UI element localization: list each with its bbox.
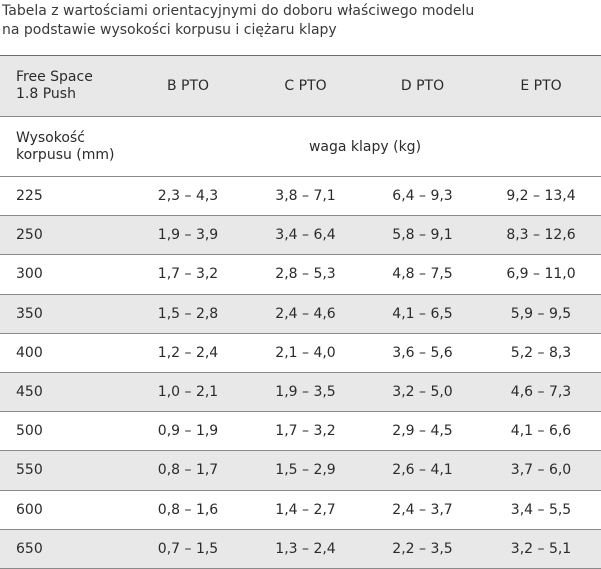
column-header-d-pto: D PTO [364,55,481,117]
subheader-row: Wysokość korpusu (mm) waga klapy (kg) [0,116,601,177]
height-label-line-2: korpusu (mm) [16,146,115,163]
row-height-cell: 500 [0,411,129,451]
weight-range-cell: 0,9 – 1,9 [129,411,247,451]
weight-range-cell: 8,3 – 12,6 [481,215,601,255]
row-height-cell: 225 [0,175,129,216]
weight-range-cell: 4,6 – 7,3 [481,371,601,412]
column-header-c-pto: C PTO [247,55,364,117]
weight-range-cell: 4,1 – 6,6 [481,411,601,451]
weight-range-cell: 2,6 – 4,1 [364,450,481,490]
weight-range-cell: 6,4 – 9,3 [364,175,481,216]
table-row: 350 1,5 – 2,8 2,4 – 4,6 4,1 – 6,5 5,9 – 9,5 [0,293,601,334]
weight-range-cell: 9,2 – 13,4 [481,175,601,216]
table-row: 550 0,8 – 1,7 1,5 – 2,9 2,6 – 4,1 3,7 – 6,0 [0,450,601,490]
weight-range-cell: 1,7 – 3,2 [247,411,364,451]
weight-range-cell: 3,6 – 5,6 [364,332,481,373]
weight-range-cell: 5,9 – 9,5 [481,293,601,334]
table-caption: Tabela z wartościami orientacyjnymi do d… [2,2,592,40]
weight-range-cell: 5,2 – 8,3 [481,332,601,373]
row-height-cell: 450 [0,371,129,412]
weight-range-cell: 2,4 – 4,6 [247,293,364,334]
row-height-cell: 350 [0,293,129,334]
weight-range-cell: 1,3 – 2,4 [247,528,364,569]
row-height-cell: 400 [0,332,129,373]
row-height-cell: 300 [0,254,129,295]
weight-range-cell: 3,4 – 5,5 [481,489,601,530]
row-height-cell: 650 [0,528,129,569]
weight-range-cell: 1,5 – 2,8 [129,293,247,334]
weight-range-cell: 1,9 – 3,9 [129,215,247,255]
column-header-b-pto: B PTO [129,55,247,117]
caption-line-2: na podstawie wysokości korpusu i ciężaru… [2,22,337,38]
weight-range-cell: 2,8 – 5,3 [247,254,364,295]
row-height-cell: 550 [0,450,129,490]
table-body: 225 2,3 – 4,3 3,8 – 7,1 6,4 – 9,3 9,2 – 13,4… [0,175,601,569]
weight-range-cell: 1,0 – 2,1 [129,371,247,412]
weight-range-cell: 2,4 – 3,7 [364,489,481,530]
table-row: 500 0,9 – 1,9 1,7 – 3,2 2,9 – 4,5 4,1 – 6,6 [0,411,601,451]
weight-range-cell: 6,9 – 11,0 [481,254,601,295]
weight-range-cell: 1,5 – 2,9 [247,450,364,490]
weight-range-cell: 3,4 – 6,4 [247,215,364,255]
weight-range-cell: 3,8 – 7,1 [247,175,364,216]
weight-range-cell: 3,2 – 5,0 [364,371,481,412]
table-row: 450 1,0 – 2,1 1,9 – 3,5 3,2 – 5,0 4,6 – 7,3 [0,371,601,412]
weight-range-cell: 2,9 – 4,5 [364,411,481,451]
table-row: 650 0,7 – 1,5 1,3 – 2,4 2,2 – 3,5 3,2 – 5,1 [0,528,601,569]
product-name-cell: Free Space 1.8 Push [0,55,129,117]
weight-range-cell: 1,4 – 2,7 [247,489,364,530]
table-row: 300 1,7 – 3,2 2,8 – 5,3 4,8 – 7,5 6,9 – 11,0 [0,254,601,295]
weight-range-cell: 1,2 – 2,4 [129,332,247,373]
weight-range-cell: 0,8 – 1,7 [129,450,247,490]
height-label-line-1: Wysokość [16,129,85,146]
height-label-cell: Wysokość korpusu (mm) [0,116,129,177]
table-row: 225 2,3 – 4,3 3,8 – 7,1 6,4 – 9,3 9,2 – 13,4 [0,175,601,216]
weight-range-cell: 4,1 – 6,5 [364,293,481,334]
column-header-e-pto: E PTO [481,55,601,117]
weight-range-cell: 3,2 – 5,1 [481,528,601,569]
table-row: 250 1,9 – 3,9 3,4 – 6,4 5,8 – 9,1 8,3 – 12,6 [0,215,601,255]
weight-range-cell: 3,7 – 6,0 [481,450,601,490]
row-height-cell: 250 [0,215,129,255]
header-row: Free Space 1.8 Push B PTO C PTO D PTO E … [0,55,601,117]
weight-range-cell: 0,7 – 1,5 [129,528,247,569]
table-row: 600 0,8 – 1,6 1,4 – 2,7 2,4 – 3,7 3,4 – 5,5 [0,489,601,530]
weight-range-cell: 2,1 – 4,0 [247,332,364,373]
weight-label: waga klapy (kg) [129,116,601,177]
row-height-cell: 600 [0,489,129,530]
product-name-line-1: Free Space [16,69,93,85]
weight-range-cell: 5,8 – 9,1 [364,215,481,255]
weight-range-cell: 4,8 – 7,5 [364,254,481,295]
weight-range-cell: 1,7 – 3,2 [129,254,247,295]
weight-range-cell: 0,8 – 1,6 [129,489,247,530]
weight-range-cell: 2,3 – 4,3 [129,175,247,216]
weight-range-cell: 2,2 – 3,5 [364,528,481,569]
caption-line-1: Tabela z wartościami orientacyjnymi do d… [2,3,475,19]
weight-range-cell: 1,9 – 3,5 [247,371,364,412]
model-selection-table: Free Space 1.8 Push B PTO C PTO D PTO E … [0,55,601,569]
product-name-line-2: 1.8 Push [16,86,76,102]
table-row: 400 1,2 – 2,4 2,1 – 4,0 3,6 – 5,6 5,2 – 8,3 [0,332,601,373]
